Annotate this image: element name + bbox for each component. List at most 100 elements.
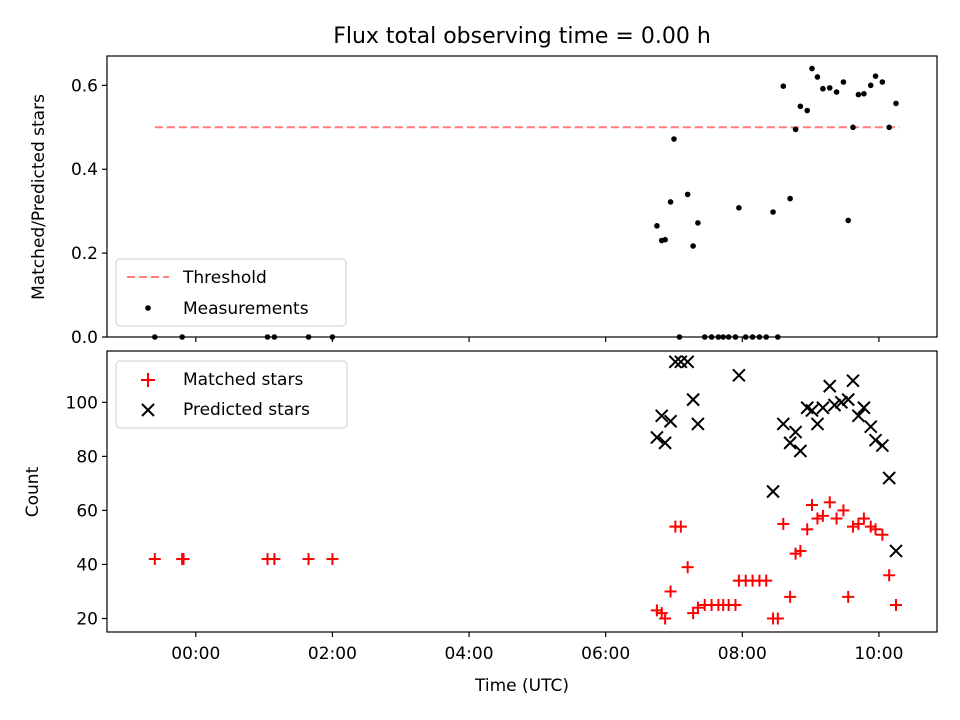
matched-star-point <box>268 553 281 566</box>
count-y-tick-label: 60 <box>76 501 98 521</box>
measurement-point <box>872 73 879 79</box>
count-legend-box <box>115 360 348 429</box>
measurements-legend-label: Measurements <box>183 299 309 319</box>
matched-star-point <box>876 528 889 541</box>
measurement-point <box>797 103 804 110</box>
matched-star-point <box>302 553 315 566</box>
measurement-point <box>879 79 886 85</box>
matched-legend-label: Matched stars <box>183 370 303 390</box>
ratio-panel: 0.0 0.2 0.4 0.6 Matched/Predicted stars Thr… <box>29 55 938 348</box>
predicted-star-point <box>841 392 855 407</box>
count-x-tick-label: 10:00 <box>854 644 903 664</box>
count-y-tick-label: 20 <box>76 609 98 629</box>
predicted-star-point <box>732 368 746 383</box>
count-x-tick-label: 06:00 <box>581 644 630 664</box>
matched-star-point <box>890 598 903 611</box>
predicted-star-point <box>776 417 791 431</box>
count-y-tick-label: 100 <box>66 393 98 413</box>
measurement-point <box>855 91 862 98</box>
matched-star-point <box>823 496 836 509</box>
ratio-y-tick-label: 0.0 <box>71 328 98 348</box>
ratio-marks <box>152 65 900 340</box>
matched-star-point <box>842 590 855 603</box>
matched-star-point <box>811 512 824 525</box>
measurement-point <box>780 83 787 89</box>
matched-star-point <box>664 585 677 598</box>
matched-star-point <box>771 612 784 625</box>
matched-star-point <box>326 553 339 566</box>
matched-star-point <box>691 601 704 614</box>
measurement-point <box>690 243 696 249</box>
measurement-point <box>886 124 892 131</box>
predicted-star-point <box>793 444 808 458</box>
matched-star-point <box>837 504 850 517</box>
predicted-star-point <box>889 544 903 558</box>
predicted-star-point <box>805 403 819 418</box>
matched-star-point <box>681 561 694 574</box>
matched-star-point <box>674 520 687 533</box>
matched-star-point <box>869 523 882 536</box>
matched-star-point <box>784 590 797 603</box>
ratio-legend-box <box>115 258 347 327</box>
count-x-tick-label: 08:00 <box>718 644 767 664</box>
count-x-tick-label: 00:00 <box>171 644 220 664</box>
count-x-ticks: 00:00 02:00 04:00 06:00 08:00 10:00 <box>171 632 903 664</box>
predicted-legend-label: Predicted stars <box>183 400 310 420</box>
measurement-point <box>770 209 776 215</box>
measurement-point <box>787 195 793 202</box>
predicted-star-point <box>680 355 695 369</box>
count-y-ticks: 20 40 60 80 100 <box>66 393 107 629</box>
predicted-star-point <box>868 433 883 447</box>
predicted-star-point <box>658 436 672 450</box>
matched-star-point <box>777 517 790 530</box>
count-legend: Matched stars Predicted stars <box>115 360 348 429</box>
matched-star-point <box>846 520 859 533</box>
predicted-star-point <box>857 401 871 415</box>
predicted-star-point <box>851 409 866 423</box>
matched-star-point <box>816 509 829 522</box>
measurement-point <box>845 217 851 224</box>
predicted-star-point <box>663 414 678 428</box>
matched-star-point <box>852 517 865 530</box>
measurement-point <box>667 199 674 205</box>
predicted-legend-swatch <box>141 403 155 417</box>
predicted-star-point <box>810 417 825 431</box>
predicted-star-point <box>766 484 780 499</box>
measurement-point <box>893 100 899 107</box>
matched-star-point <box>659 612 672 625</box>
measurement-point <box>861 90 867 97</box>
ratio-y-ticks: 0.0 0.2 0.4 0.6 <box>71 76 107 348</box>
count-marks <box>148 355 903 625</box>
measurement-point <box>820 85 826 92</box>
measurement-point <box>809 65 815 72</box>
ratio-legend: Threshold Measurements <box>115 258 347 327</box>
measurement-point <box>867 82 874 89</box>
measurement-point <box>684 191 691 198</box>
measurement-point <box>814 74 821 80</box>
predicted-star-point <box>864 419 878 434</box>
predicted-star-point <box>686 392 700 407</box>
matched-star-point <box>857 512 870 525</box>
measurement-point <box>804 107 811 114</box>
predicted-star-point <box>691 417 705 431</box>
count-x-tick-label: 02:00 <box>308 644 357 664</box>
measurement-point <box>792 126 799 133</box>
measurement-point <box>840 79 847 85</box>
measurement-point <box>736 205 742 211</box>
measurements-legend-swatch <box>145 305 151 311</box>
predicted-star-point <box>823 379 837 393</box>
count-y-axis-label: Count <box>23 466 43 517</box>
count-y-tick-label: 80 <box>76 447 98 467</box>
matched-star-point <box>801 523 814 536</box>
x-axis-label: Time (UTC) <box>474 676 569 696</box>
ratio-axes-frame <box>106 55 938 338</box>
predicted-star-point <box>783 436 797 450</box>
measurement-point <box>833 89 840 95</box>
ratio-y-tick-label: 0.6 <box>71 76 98 96</box>
threshold-legend-label: Threshold <box>182 268 267 288</box>
count-y-tick-label: 40 <box>76 555 98 575</box>
predicted-star-point <box>827 398 842 412</box>
predicted-star-point <box>650 430 664 445</box>
matched-star-point <box>805 499 818 512</box>
